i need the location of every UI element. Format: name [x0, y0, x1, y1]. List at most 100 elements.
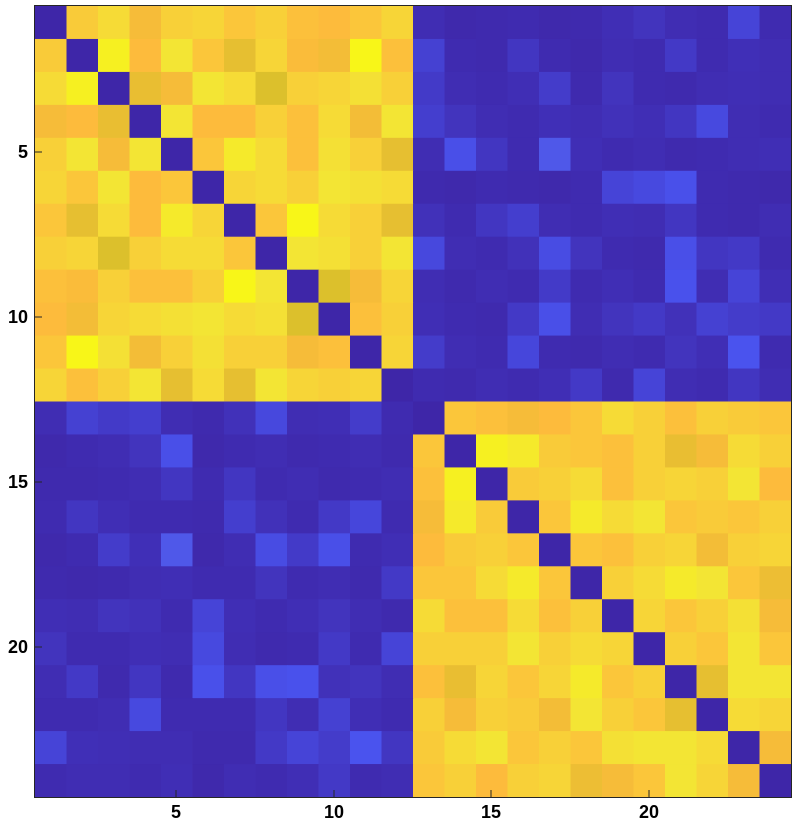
- heatmap-cell: [381, 401, 414, 436]
- heatmap-cell: [413, 665, 446, 699]
- heatmap-cell: [602, 335, 635, 370]
- heatmap-cell: [66, 137, 99, 172]
- heatmap-cell: [287, 335, 320, 370]
- heatmap-cell: [192, 566, 225, 600]
- heatmap-cell: [633, 269, 666, 304]
- heatmap-cell: [728, 203, 761, 238]
- heatmap-cell: [350, 6, 383, 40]
- heatmap-cell: [539, 533, 572, 567]
- x-tick-label-10: 10: [324, 802, 344, 822]
- heatmap-cell: [602, 401, 635, 436]
- heatmap-cell: [161, 335, 194, 370]
- heatmap-cell: [192, 434, 225, 469]
- heatmap-cell: [35, 764, 68, 798]
- heatmap-cell: [507, 302, 540, 337]
- heatmap-cell: [696, 302, 729, 337]
- heatmap-cell: [665, 632, 698, 666]
- heatmap-cell: [161, 236, 194, 271]
- heatmap-cell: [444, 434, 477, 469]
- heatmap-cell: [507, 335, 540, 370]
- heatmap-cell: [35, 599, 68, 633]
- heatmap-cell: [413, 203, 446, 238]
- heatmap-cell: [633, 467, 666, 501]
- heatmap-cell: [98, 566, 131, 600]
- heatmap-cell: [539, 335, 572, 370]
- heatmap-cell: [35, 71, 68, 106]
- heatmap-cell: [98, 6, 131, 40]
- heatmap-cell: [444, 467, 477, 501]
- heatmap-cell: [665, 137, 698, 172]
- heatmap-cell: [161, 137, 194, 172]
- heatmap-cell: [129, 434, 162, 469]
- heatmap-cell: [507, 698, 540, 732]
- heatmap-cell: [696, 665, 729, 699]
- heatmap-cell: [287, 302, 320, 337]
- heatmap-cell: [381, 137, 414, 172]
- heatmap-cell: [381, 665, 414, 699]
- heatmap-cell: [66, 632, 99, 666]
- heatmap-cell: [759, 137, 792, 172]
- heatmap-cell: [129, 698, 162, 732]
- heatmap-cell: [129, 170, 162, 205]
- heatmap-cell: [539, 665, 572, 699]
- heatmap-cell: [570, 632, 603, 666]
- heatmap-cell: [255, 236, 288, 271]
- heatmap-cell: [129, 71, 162, 106]
- heatmap-cell: [665, 500, 698, 534]
- heatmap-cell: [539, 731, 572, 765]
- heatmap-cell: [66, 698, 99, 732]
- heatmap-cell: [570, 698, 603, 732]
- heatmap-cell: [696, 335, 729, 370]
- heatmap-cell: [728, 137, 761, 172]
- heatmap-cell: [161, 203, 194, 238]
- heatmap-cell: [98, 401, 131, 436]
- heatmap-cell: [665, 38, 698, 73]
- heatmap-cell: [98, 104, 131, 139]
- heatmap-cell: [255, 665, 288, 699]
- heatmap-cell: [381, 500, 414, 534]
- heatmap-cell: [633, 764, 666, 798]
- heatmap-cell: [507, 71, 540, 106]
- heatmap-cell: [161, 731, 194, 765]
- heatmap-cell: [570, 764, 603, 798]
- heatmap-cell: [570, 137, 603, 172]
- heatmap-cell: [66, 236, 99, 271]
- heatmap-cell: [539, 764, 572, 798]
- heatmap-cell: [255, 71, 288, 106]
- heatmap-cell: [507, 434, 540, 469]
- heatmap-cell: [192, 38, 225, 73]
- heatmap-cell: [287, 137, 320, 172]
- heatmap-cell: [728, 368, 761, 403]
- heatmap-cell: [696, 599, 729, 633]
- heatmap-cell: [507, 236, 540, 271]
- heatmap-cell: [570, 566, 603, 600]
- heatmap-cell: [759, 302, 792, 337]
- heatmap-cell: [759, 6, 792, 40]
- heatmap-cell: [255, 434, 288, 469]
- heatmap-cell: [444, 170, 477, 205]
- heatmap-cells: [35, 6, 792, 798]
- heatmap-cell: [476, 269, 509, 304]
- heatmap-cell: [129, 368, 162, 403]
- heatmap-cell: [602, 236, 635, 271]
- heatmap-cell: [728, 698, 761, 732]
- heatmap-cell: [696, 500, 729, 534]
- heatmap-cell: [759, 38, 792, 73]
- heatmap-cell: [476, 698, 509, 732]
- heatmap-cell: [444, 71, 477, 106]
- heatmap-cell: [98, 71, 131, 106]
- heatmap-cell: [192, 6, 225, 40]
- x-axis-ticks: 5 10 15 20: [171, 790, 659, 822]
- heatmap-cell: [161, 533, 194, 567]
- heatmap-cell: [539, 71, 572, 106]
- heatmap-cell: [35, 368, 68, 403]
- heatmap-cell: [633, 71, 666, 106]
- heatmap-cell: [287, 170, 320, 205]
- heatmap-cell: [476, 764, 509, 798]
- heatmap-cell: [98, 236, 131, 271]
- heatmap-cell: [696, 401, 729, 436]
- heatmap-cell: [413, 368, 446, 403]
- heatmap-cell: [255, 533, 288, 567]
- heatmap-cell: [507, 104, 540, 139]
- plot-frame: [34, 5, 792, 798]
